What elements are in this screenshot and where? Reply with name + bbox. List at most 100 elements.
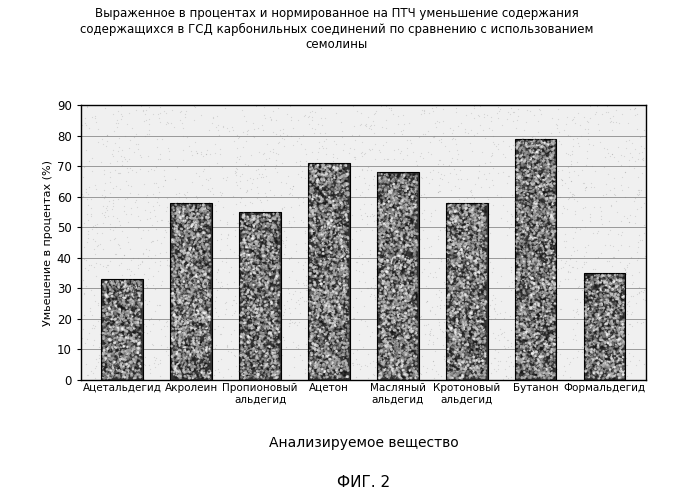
Point <box>550 300 561 308</box>
Point <box>544 194 555 202</box>
Point <box>468 242 479 250</box>
Point <box>433 187 444 195</box>
Bar <box>377 172 419 380</box>
Point <box>537 362 548 370</box>
Point <box>309 264 320 272</box>
Point <box>391 236 402 244</box>
Point <box>473 296 484 304</box>
Point <box>318 345 328 353</box>
Point <box>447 319 458 327</box>
Point <box>407 306 418 314</box>
Point <box>516 235 527 243</box>
Point <box>520 188 531 196</box>
Point <box>374 282 384 290</box>
Point <box>196 220 207 228</box>
Point <box>378 327 388 335</box>
Point <box>546 129 557 137</box>
Point <box>148 359 159 367</box>
Point <box>583 284 594 292</box>
Point <box>328 256 339 264</box>
Point <box>100 342 111 349</box>
Point <box>594 316 604 324</box>
Point <box>464 372 475 380</box>
Point <box>520 285 530 293</box>
Point <box>194 254 205 262</box>
Point <box>176 308 187 316</box>
Point <box>336 199 347 207</box>
Point <box>271 250 282 258</box>
Point <box>448 311 458 319</box>
Point <box>386 194 397 202</box>
Point <box>599 363 610 371</box>
Point <box>172 312 182 320</box>
Point <box>122 322 133 330</box>
Point <box>481 208 491 216</box>
Point <box>378 204 389 212</box>
Point <box>481 331 491 339</box>
Point <box>318 293 328 301</box>
Point <box>533 184 544 192</box>
Point <box>320 180 330 188</box>
Point <box>131 334 142 342</box>
Point <box>186 244 197 252</box>
Point <box>458 339 468 347</box>
Point <box>167 290 178 298</box>
Point <box>245 315 256 323</box>
Point <box>238 327 248 335</box>
Point <box>394 314 404 322</box>
Point <box>100 337 111 345</box>
Point <box>336 174 347 182</box>
Point <box>105 298 116 306</box>
Point <box>583 309 594 317</box>
Point <box>306 168 317 176</box>
Point <box>374 196 385 204</box>
Point <box>248 234 259 242</box>
Point <box>328 351 339 359</box>
Point <box>248 311 258 319</box>
Point <box>524 180 534 188</box>
Point <box>242 216 253 224</box>
Point <box>516 314 527 322</box>
Point <box>623 218 634 226</box>
Point <box>102 303 112 311</box>
Point <box>533 307 544 315</box>
Point <box>614 295 625 303</box>
Point <box>343 196 353 203</box>
Point <box>197 250 208 258</box>
Point <box>389 259 400 267</box>
Point <box>443 374 454 382</box>
Point <box>322 275 333 283</box>
Point <box>610 334 621 342</box>
Point <box>169 230 180 237</box>
Point <box>203 198 214 206</box>
Point <box>312 253 323 261</box>
Point <box>197 340 207 348</box>
Point <box>316 370 327 378</box>
Point <box>394 192 405 200</box>
Point <box>273 350 283 358</box>
Point <box>274 354 285 362</box>
Point <box>481 201 491 209</box>
Point <box>322 178 333 186</box>
Point <box>540 326 551 334</box>
Point <box>201 344 212 352</box>
Point <box>470 359 481 367</box>
Point <box>239 300 250 308</box>
Point <box>396 238 407 246</box>
Point <box>460 207 471 215</box>
Point <box>610 331 621 339</box>
Point <box>98 310 108 318</box>
Point <box>459 306 470 314</box>
Point <box>501 116 512 124</box>
Point <box>324 266 335 274</box>
Point <box>382 221 393 229</box>
Point <box>188 281 199 289</box>
Point <box>182 358 192 366</box>
Point <box>186 230 197 237</box>
Point <box>548 184 559 192</box>
Point <box>180 114 191 122</box>
Point <box>328 340 339 347</box>
Point <box>462 228 473 236</box>
Point <box>131 284 141 292</box>
Point <box>200 276 211 284</box>
